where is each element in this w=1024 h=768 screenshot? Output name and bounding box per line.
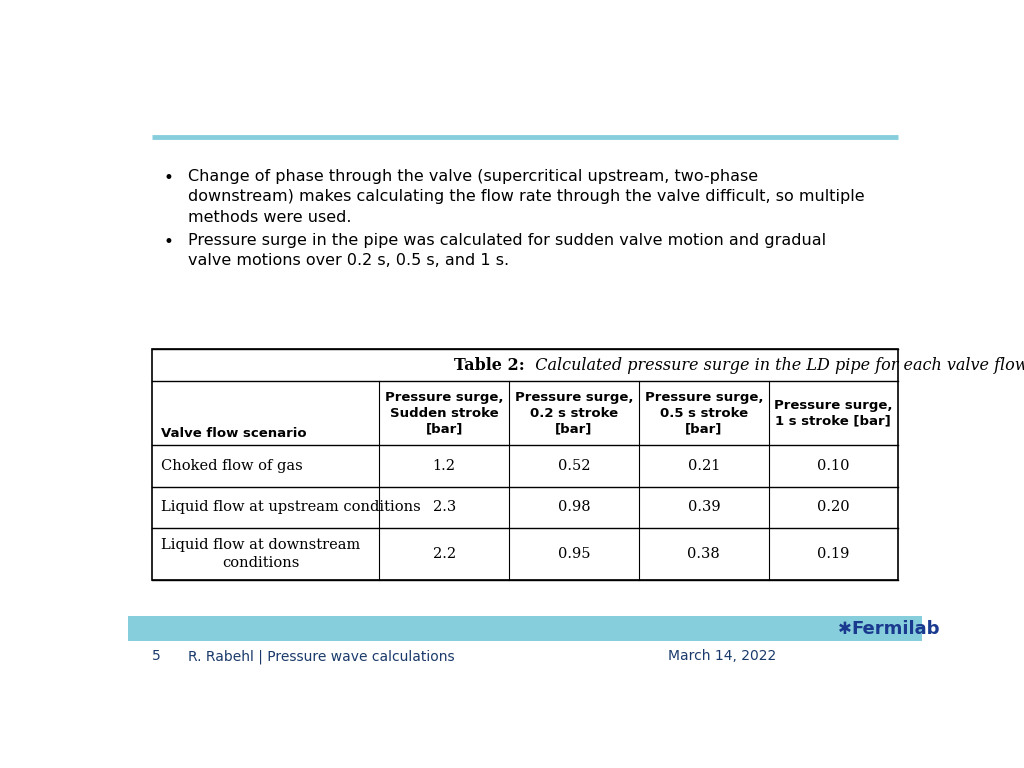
Text: Liquid flow at upstream conditions: Liquid flow at upstream conditions <box>162 500 421 515</box>
Text: 0.95: 0.95 <box>558 547 590 561</box>
Text: 1.2: 1.2 <box>433 459 456 473</box>
Text: R. Rabehl | Pressure wave calculations: R. Rabehl | Pressure wave calculations <box>187 649 455 664</box>
Text: Table 2:: Table 2: <box>454 357 524 374</box>
Text: Pressure surge in the pipe was calculated for sudden valve motion and gradual
va: Pressure surge in the pipe was calculate… <box>187 233 825 268</box>
Text: Fermilab: Fermilab <box>852 620 940 637</box>
Text: March 14, 2022: March 14, 2022 <box>668 649 776 664</box>
Text: ✱: ✱ <box>839 620 852 637</box>
Text: 0.19: 0.19 <box>817 547 850 561</box>
Text: •: • <box>164 169 174 187</box>
Text: 2.2: 2.2 <box>433 547 456 561</box>
Text: Pressure surge,
1 s stroke [bar]: Pressure surge, 1 s stroke [bar] <box>774 399 893 428</box>
Text: Pressure surge,
Sudden stroke
[bar]: Pressure surge, Sudden stroke [bar] <box>385 391 504 435</box>
Text: 0.10: 0.10 <box>817 459 850 473</box>
Text: Choked flow of gas: Choked flow of gas <box>162 459 303 473</box>
FancyBboxPatch shape <box>152 349 898 580</box>
Text: Pressure surge,
0.5 s stroke
[bar]: Pressure surge, 0.5 s stroke [bar] <box>644 391 763 435</box>
Text: 0.21: 0.21 <box>688 459 720 473</box>
Text: 0.38: 0.38 <box>687 547 720 561</box>
Text: Change of phase through the valve (supercritical upstream, two-phase
downstream): Change of phase through the valve (super… <box>187 169 864 225</box>
Text: 0.39: 0.39 <box>687 500 720 515</box>
Text: •: • <box>164 233 174 251</box>
Text: 5: 5 <box>152 649 161 664</box>
Text: Calculated pressure surge in the LD pipe for each valve flow scenario: Calculated pressure surge in the LD pipe… <box>524 357 1024 374</box>
Text: 0.98: 0.98 <box>558 500 591 515</box>
Text: 2.3: 2.3 <box>432 500 456 515</box>
Text: Pressure surge,
0.2 s stroke
[bar]: Pressure surge, 0.2 s stroke [bar] <box>515 391 633 435</box>
Text: 0.52: 0.52 <box>558 459 590 473</box>
Text: Valve flow scenario: Valve flow scenario <box>162 428 307 441</box>
Text: 0.20: 0.20 <box>817 500 850 515</box>
Text: Liquid flow at downstream
conditions: Liquid flow at downstream conditions <box>162 538 360 570</box>
FancyBboxPatch shape <box>128 616 922 641</box>
